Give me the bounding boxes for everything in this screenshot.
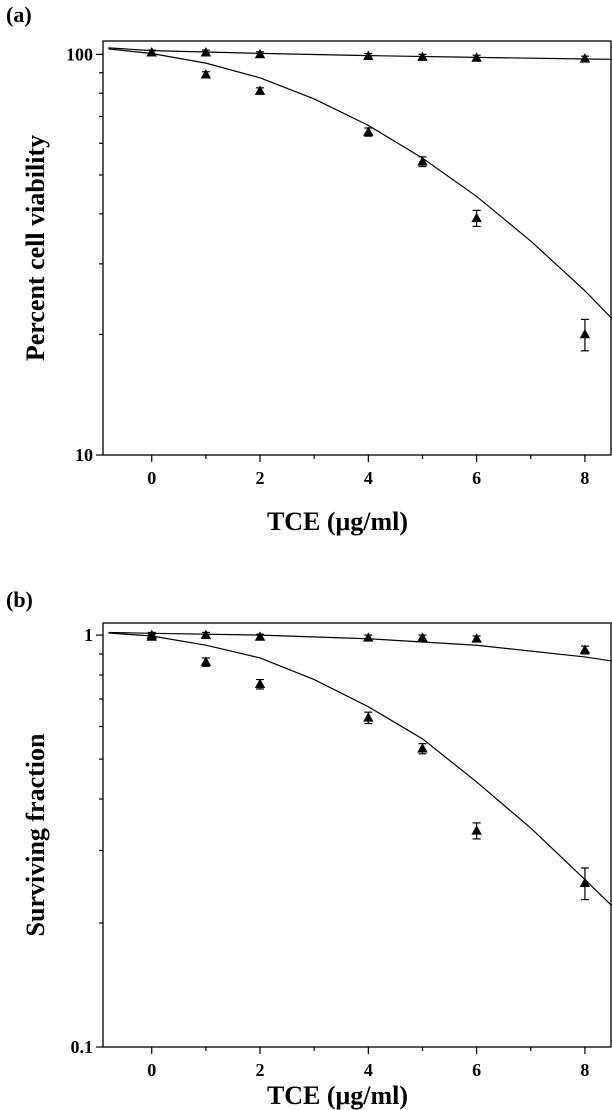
data-point [363,712,374,722]
chart-panel-a: (a) 0 2 4 6 8 10 100 TCE (μg/ml) Percent cell via… [6,2,612,536]
series-2 [108,47,612,352]
data-point [254,85,266,95]
data-point [579,877,591,887]
panel-label: (b) [6,587,33,612]
chart-panel-b: (b) 0 2 4 6 8 0.1 1 TCE (μg/ml) Surviving fractio… [6,587,612,1110]
data-point [363,632,374,642]
plot-frame [102,40,612,456]
panel-label: (a) [6,2,32,27]
series-2 [108,631,612,907]
data-point [146,47,157,57]
data-point [200,656,212,666]
y-axis-title: Percent cell viability [21,135,50,361]
data-point [146,631,157,641]
data-point [417,632,428,642]
data-point [254,631,266,641]
x-tick-label: 6 [472,1060,481,1080]
y-tick-label: 0.1 [71,1037,94,1057]
data-point [200,69,212,79]
fit-curve [108,632,612,907]
data-point [417,156,428,166]
series-1 [108,47,612,63]
y-tick-label: 10 [75,445,93,465]
data-point [579,328,591,339]
x-tick-label: 2 [256,1060,265,1080]
y-axis-title: Surviving fraction [21,733,50,936]
x-axis-title: TCE (μg/ml) [267,507,408,536]
x-tick-label: 0 [147,468,156,488]
data-point [417,743,428,753]
data-point [200,47,212,57]
x-tick-label: 2 [256,468,265,488]
plot-frame [102,622,612,1048]
data-point [363,50,374,60]
data-point [579,53,591,63]
data-point [471,633,482,643]
y-tick-label: 1 [84,625,93,645]
x-tick-label: 8 [580,1060,589,1080]
data-point [417,51,428,61]
data-point [200,629,212,639]
data-point [471,825,482,835]
fit-curve [108,631,612,662]
data-point [579,644,591,654]
x-tick-label: 4 [364,468,373,488]
x-axis-title: TCE (μg/ml) [267,1081,408,1110]
data-point [471,52,482,62]
x-tick-label: 4 [364,1060,373,1080]
data-point [254,48,266,59]
data-point [363,126,374,136]
data-point [254,678,266,689]
series-1 [108,629,612,662]
data-point [471,212,482,223]
y-tick-label: 100 [66,44,93,64]
fit-curve [108,47,612,60]
fit-curve [108,48,612,320]
x-tick-label: 8 [580,468,589,488]
x-tick-label: 0 [147,1060,156,1080]
x-tick-label: 6 [472,468,481,488]
